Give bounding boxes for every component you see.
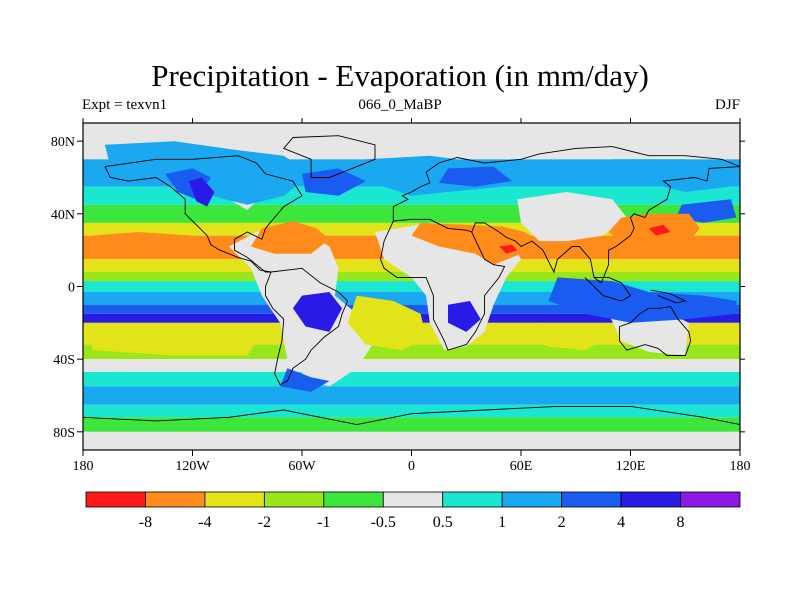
colorbar-swatch bbox=[263, 491, 325, 508]
field-region bbox=[438, 166, 512, 187]
coastline bbox=[104, 166, 272, 273]
field-region bbox=[92, 326, 257, 356]
field-region bbox=[188, 177, 215, 207]
field-region bbox=[411, 222, 540, 265]
coastlines bbox=[83, 135, 740, 426]
plot-title: Precipitation - Evaporation (in mm/day) bbox=[151, 58, 649, 93]
colorbar-swatch bbox=[204, 491, 265, 508]
colorbar-swatch bbox=[85, 491, 146, 508]
coastline bbox=[650, 289, 687, 304]
colorbar-label: 1 bbox=[498, 514, 506, 531]
colorbar-swatch bbox=[680, 491, 741, 508]
y-tick-label: 40N bbox=[51, 208, 75, 223]
field-region bbox=[448, 301, 481, 332]
coastline bbox=[83, 405, 740, 426]
x-tick-label: 180 bbox=[73, 459, 94, 474]
x-tick-label: 120W bbox=[175, 459, 210, 474]
colorbar: -8 -4 -2 -1 -0.5 0.5 1 2 4 8 bbox=[85, 491, 741, 531]
coastline bbox=[265, 267, 349, 386]
colorbar-label: -1 bbox=[317, 514, 330, 531]
coastline bbox=[619, 306, 692, 356]
colorbar-label: 4 bbox=[617, 514, 625, 531]
colorbar-label: -8 bbox=[139, 514, 152, 531]
field-region bbox=[517, 192, 627, 242]
field-region bbox=[280, 368, 330, 392]
x-tick-label: 120E bbox=[616, 459, 646, 474]
field-region bbox=[83, 435, 740, 450]
field-band bbox=[83, 417, 740, 432]
precip-evap-field bbox=[83, 123, 740, 450]
colorbar-label: -4 bbox=[198, 514, 211, 531]
colorbar-label: -2 bbox=[258, 514, 271, 531]
coastline bbox=[584, 276, 632, 302]
field-region bbox=[347, 295, 427, 351]
colorbar-label: 0.5 bbox=[433, 514, 453, 531]
field-region bbox=[648, 224, 671, 236]
x-tick-label: 0 bbox=[408, 459, 415, 474]
coastline bbox=[380, 218, 506, 351]
colorbar-swatch bbox=[323, 491, 384, 508]
y-tick-label: 0 bbox=[68, 281, 75, 296]
experiment-label: Expt = texvn1 bbox=[82, 97, 168, 113]
colorbar-swatch bbox=[620, 491, 681, 508]
coastline bbox=[392, 146, 740, 222]
field-band bbox=[83, 386, 740, 405]
field-band bbox=[83, 359, 740, 372]
field-band bbox=[83, 404, 740, 418]
field-band bbox=[83, 281, 740, 292]
period-label: 066_0_MaBP bbox=[358, 97, 442, 113]
field-band bbox=[83, 371, 740, 387]
map-axes: 180 120W 60W 0 60E 120E 180 80N 40N 0 40S 80S bbox=[51, 118, 751, 474]
y-tick-label: 40S bbox=[53, 353, 75, 368]
x-tick-label: 60W bbox=[288, 459, 316, 474]
colorbar-swatch bbox=[561, 491, 622, 508]
field-region bbox=[292, 292, 343, 332]
field-region bbox=[250, 221, 330, 254]
y-tick-label: 80N bbox=[51, 135, 75, 150]
season-label: DJF bbox=[714, 97, 740, 113]
field-band bbox=[83, 304, 740, 314]
colorbar-swatch bbox=[442, 491, 503, 508]
y-tick-label: 80S bbox=[53, 426, 75, 441]
field-region bbox=[104, 141, 312, 205]
x-tick-label: 180 bbox=[730, 459, 751, 474]
x-tick-label: 60E bbox=[510, 459, 533, 474]
colorbar-label: 2 bbox=[558, 514, 566, 531]
colorbar-label: -0.5 bbox=[371, 514, 396, 531]
field-region bbox=[302, 168, 366, 196]
colorbar-label: 8 bbox=[677, 514, 685, 531]
coastline bbox=[104, 155, 303, 273]
field-region bbox=[499, 244, 518, 254]
coastline bbox=[471, 166, 740, 284]
colorbar-swatch bbox=[382, 491, 444, 508]
field-region bbox=[548, 277, 737, 323]
colorbar-swatch bbox=[145, 491, 206, 508]
field-region bbox=[92, 232, 197, 254]
colorbar-swatch bbox=[501, 491, 563, 508]
field-region bbox=[603, 159, 731, 192]
field-region bbox=[524, 322, 609, 351]
coastline bbox=[283, 135, 376, 178]
